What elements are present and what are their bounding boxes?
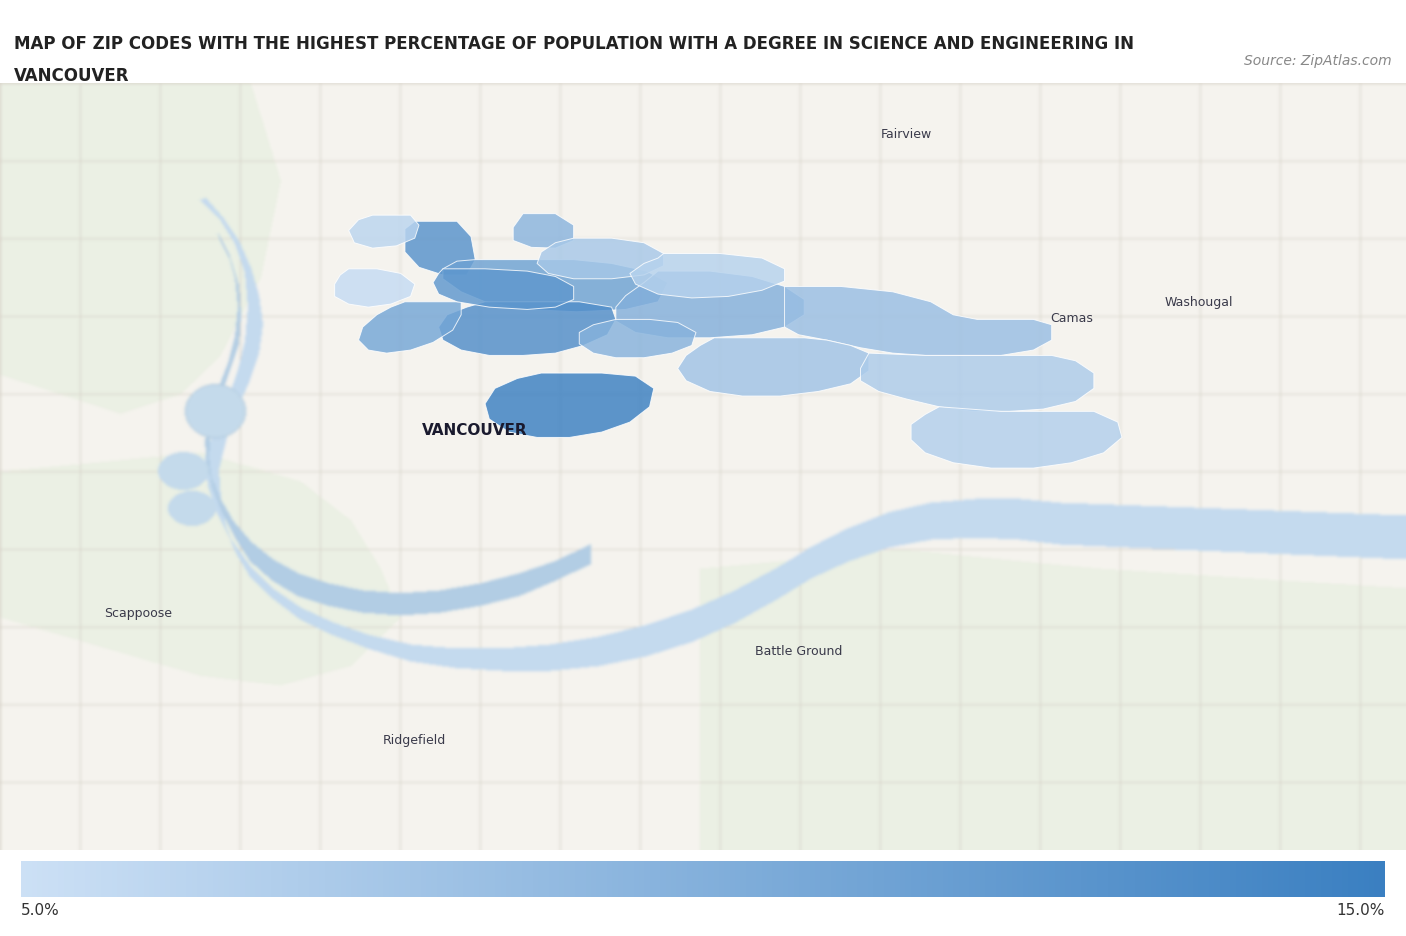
Polygon shape: [349, 216, 419, 249]
Polygon shape: [513, 214, 574, 249]
Polygon shape: [911, 407, 1122, 469]
Polygon shape: [785, 287, 1052, 356]
Polygon shape: [678, 339, 869, 397]
Polygon shape: [616, 271, 804, 339]
Polygon shape: [439, 302, 616, 356]
Text: VANCOUVER: VANCOUVER: [14, 67, 129, 85]
Text: Fairview: Fairview: [882, 127, 932, 140]
Text: Camas: Camas: [1050, 312, 1092, 324]
Polygon shape: [630, 255, 785, 299]
Polygon shape: [443, 260, 668, 313]
Polygon shape: [335, 270, 415, 308]
Text: VANCOUVER: VANCOUVER: [422, 423, 529, 438]
Polygon shape: [537, 239, 664, 280]
Text: MAP OF ZIP CODES WITH THE HIGHEST PERCENTAGE OF POPULATION WITH A DEGREE IN SCIE: MAP OF ZIP CODES WITH THE HIGHEST PERCEN…: [14, 35, 1135, 52]
Polygon shape: [579, 320, 696, 358]
Text: Ridgefield: Ridgefield: [384, 733, 446, 746]
Polygon shape: [860, 354, 1094, 412]
Text: 5.0%: 5.0%: [21, 902, 60, 917]
Polygon shape: [359, 302, 461, 354]
Polygon shape: [405, 222, 475, 276]
Text: 15.0%: 15.0%: [1337, 902, 1385, 917]
Text: Scappoose: Scappoose: [104, 606, 172, 619]
Text: Source: ZipAtlas.com: Source: ZipAtlas.com: [1244, 54, 1392, 68]
Text: Battle Ground: Battle Ground: [755, 644, 842, 657]
Text: Washougal: Washougal: [1166, 296, 1233, 309]
Polygon shape: [485, 373, 654, 438]
Polygon shape: [433, 270, 574, 310]
